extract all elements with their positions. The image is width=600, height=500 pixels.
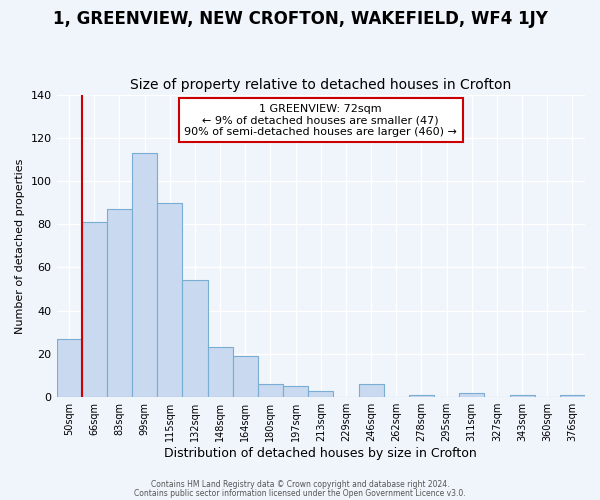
Bar xyxy=(560,395,585,397)
Bar xyxy=(82,222,107,397)
Y-axis label: Number of detached properties: Number of detached properties xyxy=(15,158,25,334)
Bar xyxy=(157,202,182,397)
Title: Size of property relative to detached houses in Crofton: Size of property relative to detached ho… xyxy=(130,78,511,92)
Bar xyxy=(258,384,283,397)
Text: Contains public sector information licensed under the Open Government Licence v3: Contains public sector information licen… xyxy=(134,489,466,498)
Bar xyxy=(459,393,484,397)
Bar xyxy=(283,386,308,397)
Bar xyxy=(233,356,258,397)
Text: Contains HM Land Registry data © Crown copyright and database right 2024.: Contains HM Land Registry data © Crown c… xyxy=(151,480,449,489)
Bar xyxy=(107,209,132,397)
X-axis label: Distribution of detached houses by size in Crofton: Distribution of detached houses by size … xyxy=(164,447,477,460)
Bar xyxy=(182,280,208,397)
Bar xyxy=(56,339,82,397)
Bar xyxy=(509,395,535,397)
Bar xyxy=(132,153,157,397)
Bar xyxy=(308,390,334,397)
Text: 1, GREENVIEW, NEW CROFTON, WAKEFIELD, WF4 1JY: 1, GREENVIEW, NEW CROFTON, WAKEFIELD, WF… xyxy=(53,10,547,28)
Text: 1 GREENVIEW: 72sqm
← 9% of detached houses are smaller (47)
90% of semi-detached: 1 GREENVIEW: 72sqm ← 9% of detached hous… xyxy=(184,104,457,137)
Bar xyxy=(359,384,383,397)
Bar xyxy=(208,348,233,397)
Bar xyxy=(409,395,434,397)
